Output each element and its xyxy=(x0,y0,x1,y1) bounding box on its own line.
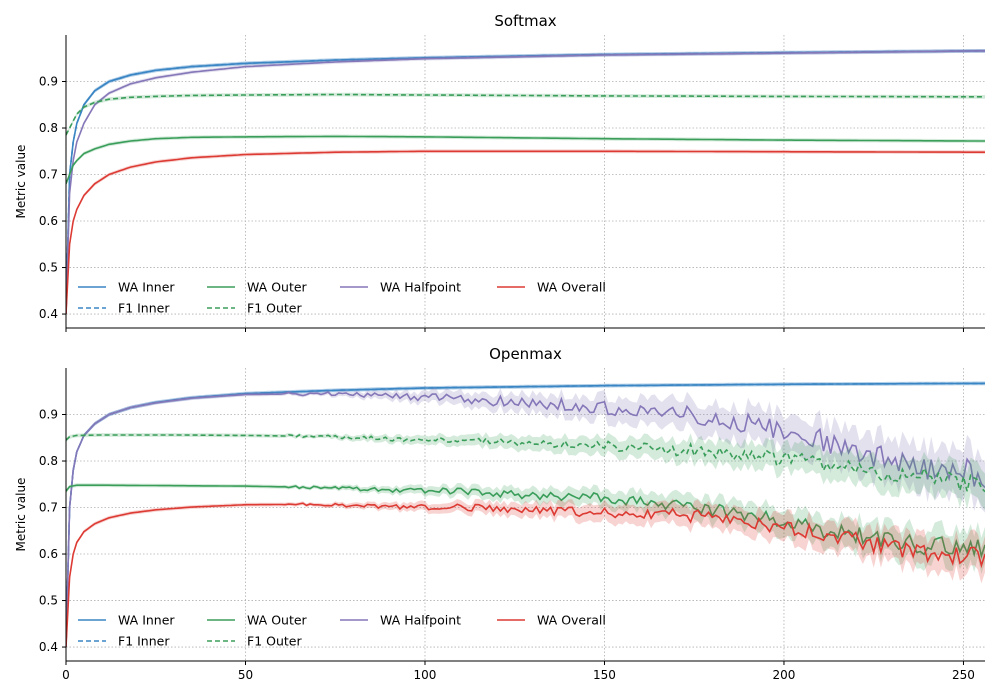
chart-title: Openmax xyxy=(489,345,562,363)
chart-panel-2: Openmax Metric value 0.4 0.5 0.6 0.7 0.8 0.9 0 50… xyxy=(14,345,985,682)
legend-label: WA Inner xyxy=(118,280,175,295)
y-axis-label: Metric value xyxy=(14,478,28,552)
legend: WA Inner F1 Inner WA Outer F1 Outer WA Halfp… xyxy=(78,613,606,649)
y-tick-label: 0.9 xyxy=(39,75,58,89)
series-band xyxy=(66,381,985,649)
legend-label: F1 Inner xyxy=(118,634,170,649)
series-band xyxy=(66,49,985,316)
legend-label: WA Halfpoint xyxy=(380,613,461,628)
series-line xyxy=(66,382,985,648)
series-band xyxy=(66,92,985,137)
x-tick-label: 50 xyxy=(238,668,253,682)
plot-area xyxy=(66,381,985,649)
x-tick-label: 0 xyxy=(62,668,70,682)
legend: WA Inner F1 Inner WA Outer F1 Outer WA Halfp… xyxy=(78,280,606,316)
legend-label: F1 Outer xyxy=(247,301,302,316)
series-line xyxy=(66,135,985,185)
series-line xyxy=(66,150,985,315)
chart-panel-1: Softmax Metric value 0.4 0.5 0.6 0.7 0.8 0.9 WA … xyxy=(14,12,985,332)
y-tick-label: 0.8 xyxy=(39,121,58,135)
legend-label: WA Overall xyxy=(537,280,606,295)
y-tick-label: 0.5 xyxy=(39,261,58,275)
y-tick-label: 0.6 xyxy=(39,547,58,561)
y-tick-label: 0.7 xyxy=(39,168,58,182)
legend-label: WA Outer xyxy=(247,613,308,628)
series-line xyxy=(66,484,985,560)
series-band xyxy=(66,49,985,316)
y-tick-label: 0.8 xyxy=(39,454,58,468)
x-tick-label: 250 xyxy=(952,668,975,682)
series-line xyxy=(66,50,985,315)
series-line xyxy=(66,50,985,315)
series-line xyxy=(66,502,985,648)
x-tick-label: 200 xyxy=(773,668,796,682)
series-band xyxy=(66,381,985,649)
legend-label: F1 Outer xyxy=(247,634,302,649)
y-tick-label: 0.4 xyxy=(39,640,58,654)
legend-label: WA Outer xyxy=(247,280,308,295)
series-band xyxy=(66,432,985,510)
series-band xyxy=(66,134,985,186)
y-tick-label: 0.6 xyxy=(39,214,58,228)
y-tick-label: 0.7 xyxy=(39,501,58,515)
legend-label: WA Inner xyxy=(118,613,175,628)
series-line xyxy=(66,433,985,494)
series-band xyxy=(66,483,985,574)
x-tick-label: 150 xyxy=(593,668,616,682)
legend-label: WA Halfpoint xyxy=(380,280,461,295)
series-line xyxy=(66,382,985,648)
y-tick-label: 0.5 xyxy=(39,594,58,608)
series-line xyxy=(66,93,985,136)
series-band xyxy=(66,498,985,649)
y-tick-label: 0.4 xyxy=(39,307,58,321)
series-line xyxy=(66,50,985,315)
x-tick-label: 100 xyxy=(414,668,437,682)
series-band xyxy=(66,49,985,316)
series-line xyxy=(66,391,985,648)
y-axis-label: Metric value xyxy=(14,145,28,219)
legend-label: WA Overall xyxy=(537,613,606,628)
y-tick-label: 0.9 xyxy=(39,408,58,422)
legend-label: F1 Inner xyxy=(118,301,170,316)
plot-area xyxy=(66,49,985,316)
chart-title: Softmax xyxy=(494,12,556,30)
